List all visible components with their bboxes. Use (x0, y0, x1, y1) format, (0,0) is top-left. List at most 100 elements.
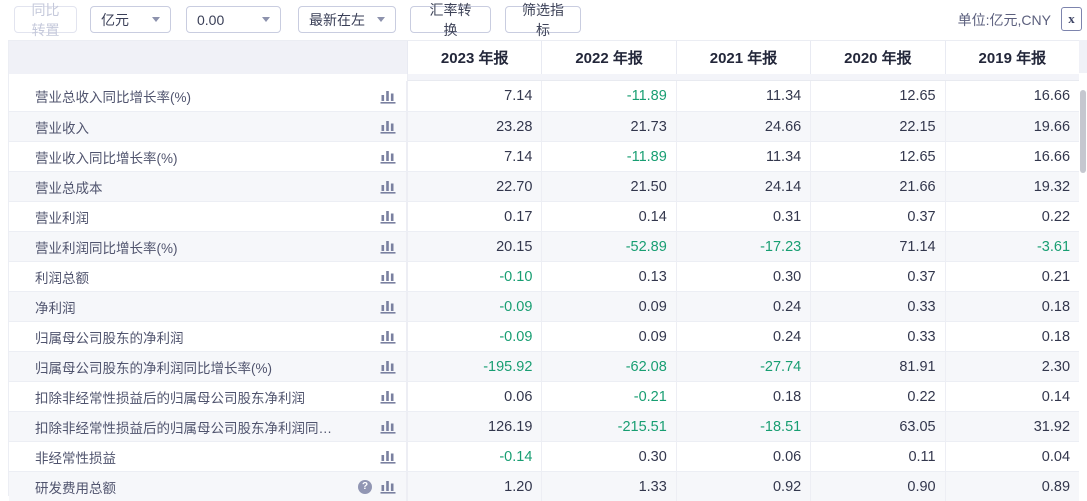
value-cell: 0.09 (541, 292, 675, 321)
value-cell: 23.28 (407, 112, 541, 141)
value-cell: 0.24 (675, 292, 810, 321)
row-label-cell: 营业利润同比增长率(%) (9, 232, 407, 261)
value-cell: 0.22 (944, 202, 1079, 231)
value-cell: 0.14 (944, 382, 1079, 411)
table-row: 非经常性损益 -0.14 0.30 0.06 0.11 0.04 (9, 441, 1079, 471)
row-label: 非经常性损益 (35, 450, 116, 466)
help-icon[interactable]: ? (358, 479, 372, 494)
value-cell: 0.33 (810, 322, 944, 351)
value-cell: 0.18 (944, 322, 1079, 351)
fx-convert-button[interactable]: 汇率转换 (410, 2, 491, 38)
value-cell: 31.92 (944, 412, 1079, 441)
value-cell: 0.06 (675, 442, 810, 471)
value-cell: 0.22 (810, 382, 944, 411)
table-row: 营业收入 23.28 21.73 24.66 22.15 19.66 (9, 111, 1079, 141)
row-icons (380, 299, 396, 314)
bar-chart-icon[interactable] (380, 389, 396, 404)
bar-chart-icon[interactable] (380, 179, 396, 194)
row-icons (380, 449, 396, 464)
table-row: 扣除非经常性损益后的归属母公司股东净利润同比增... 126.19 -215.51… (9, 411, 1079, 441)
table-row: 扣除非经常性损益后的归属母公司股东净利润 0.06 -0.21 0.18 0.22 0.… (9, 381, 1079, 411)
table-header-label-cell (9, 41, 407, 74)
financial-table: 2023 年报 2022 年报 2021 年报 2020 年报 2019 年报 营业总收… (8, 40, 1080, 501)
value-cell: 0.09 (541, 322, 675, 351)
vertical-scrollbar[interactable] (1080, 40, 1086, 496)
bar-chart-icon[interactable] (380, 89, 396, 104)
value-cell: 7.14 (407, 81, 541, 111)
bar-chart-icon[interactable] (380, 359, 396, 374)
transpose-button[interactable]: 同比转置 (14, 2, 77, 38)
table-row: 净利润 -0.09 0.09 0.24 0.33 0.18 (9, 291, 1079, 321)
chevron-down-icon (377, 17, 385, 22)
toolbar: 同比转置 亿元 0.00 最新在左 汇率转换 筛选指标 单位:亿元,CNY x (0, 0, 1087, 40)
bar-chart-icon[interactable] (380, 119, 396, 134)
scrollbar-thumb[interactable] (1080, 90, 1086, 173)
bar-chart-icon[interactable] (380, 419, 396, 434)
table-row: 营业总收入同比增长率(%) 7.14 -11.89 11.34 12.65 16.66 (9, 81, 1079, 111)
value-cell: 22.70 (407, 172, 541, 201)
row-label-cell: 营业利润 (9, 202, 407, 231)
value-cell: -17.23 (675, 232, 810, 261)
row-icons (380, 419, 396, 434)
value-cell: -27.74 (675, 352, 810, 381)
table-row: 营业收入同比增长率(%) 7.14 -11.89 11.34 12.65 16.66 (9, 141, 1079, 171)
table-body: 营业总收入同比增长率(%) 7.14 -11.89 11.34 12.65 16.66 营… (9, 81, 1079, 501)
row-label: 营业利润同比增长率(%) (35, 240, 178, 256)
value-cell: 21.66 (810, 172, 944, 201)
value-cell: 24.66 (675, 112, 810, 141)
filter-indicators-button[interactable]: 筛选指标 (505, 2, 581, 38)
value-cell: 0.90 (810, 472, 944, 501)
value-cell: -0.10 (407, 262, 541, 291)
value-cell: 0.21 (944, 262, 1079, 291)
row-label-cell: 利润总额 (9, 262, 407, 291)
value-cell: -3.61 (944, 232, 1079, 261)
unit-select[interactable]: 亿元 (90, 6, 171, 33)
bar-chart-icon[interactable] (380, 449, 396, 464)
table-row: 研发费用总额? 1.20 1.33 0.92 0.90 0.89 (9, 471, 1079, 501)
bar-chart-icon[interactable] (380, 479, 396, 494)
row-icons (380, 179, 396, 194)
bar-chart-icon[interactable] (380, 269, 396, 284)
value-cell: 7.14 (407, 142, 541, 171)
value-cell: 0.06 (407, 382, 541, 411)
row-label-cell: 研发费用总额? (9, 472, 407, 501)
bar-chart-icon[interactable] (380, 209, 396, 224)
table-row: 利润总额 -0.10 0.13 0.30 0.37 0.21 (9, 261, 1079, 291)
value-cell: 1.20 (407, 472, 541, 501)
value-cell: 19.32 (944, 172, 1079, 201)
unit-label: 单位:亿元,CNY (957, 12, 1051, 28)
bar-chart-icon[interactable] (380, 329, 396, 344)
decimal-select-value: 0.00 (197, 11, 225, 28)
value-cell: 11.34 (675, 142, 810, 171)
row-icons (380, 389, 396, 404)
value-cell: 0.92 (675, 472, 810, 501)
table-row: 归属母公司股东的净利润 -0.09 0.09 0.24 0.33 0.18 (9, 321, 1079, 351)
decimal-select[interactable]: 0.00 (186, 6, 281, 33)
bar-chart-icon[interactable] (380, 299, 396, 314)
row-label-cell: 净利润 (9, 292, 407, 321)
table-row: 营业利润同比增长率(%) 20.15 -52.89 -17.23 71.14 -3.61 (9, 231, 1079, 261)
value-cell: 21.50 (541, 172, 675, 201)
row-icons: ? (358, 479, 396, 494)
column-header-2023年报: 2023 年报 (407, 41, 542, 74)
row-label: 营业总收入同比增长率(%) (35, 90, 191, 105)
row-label-cell: 营业总成本 (9, 172, 407, 201)
row-label-cell: 归属母公司股东的净利润 (9, 322, 407, 351)
row-label: 扣除非经常性损益后的归属母公司股东净利润 (35, 390, 305, 406)
row-label-cell: 归属母公司股东的净利润同比增长率(%) (9, 352, 407, 381)
row-label-cell: 营业总收入同比增长率(%) (9, 81, 407, 111)
value-cell: 0.24 (675, 322, 810, 351)
bar-chart-icon[interactable] (380, 149, 396, 164)
export-excel-icon[interactable]: x (1061, 7, 1082, 31)
value-cell: 126.19 (407, 412, 541, 441)
value-cell: 12.65 (810, 81, 944, 111)
row-label: 营业总成本 (35, 180, 103, 196)
bar-chart-icon[interactable] (380, 239, 396, 254)
value-cell: 0.89 (944, 472, 1079, 501)
order-select-value: 最新在左 (309, 11, 365, 28)
order-select[interactable]: 最新在左 (298, 6, 396, 33)
row-label: 营业收入同比增长率(%) (35, 150, 178, 166)
value-cell: 22.15 (810, 112, 944, 141)
value-cell: 20.15 (407, 232, 541, 261)
value-cell: 63.05 (810, 412, 944, 441)
